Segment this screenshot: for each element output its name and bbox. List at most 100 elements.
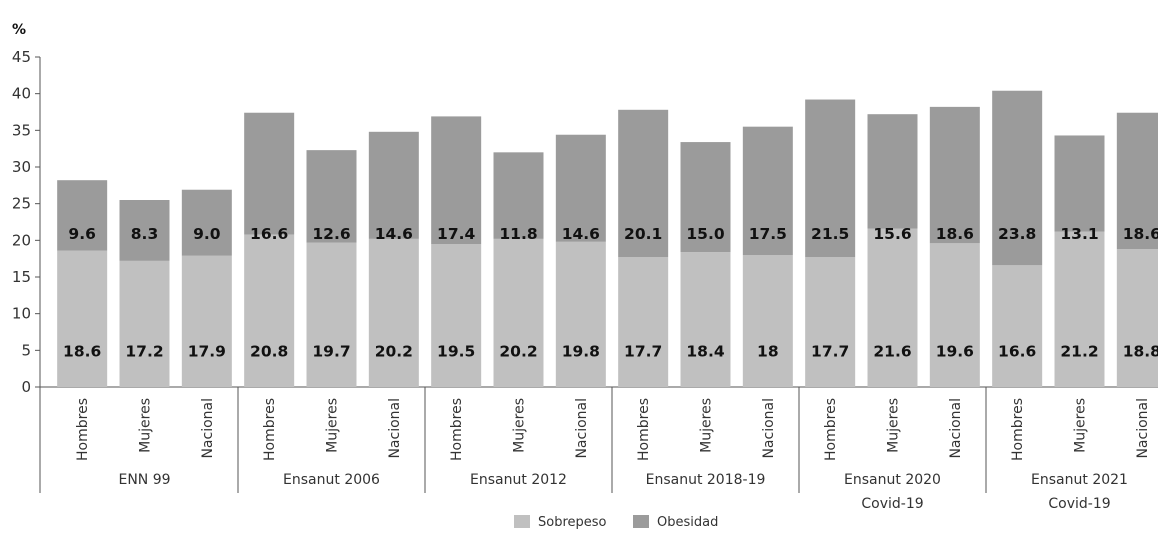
bar-sobrepeso [1054,231,1105,387]
data-label-obesidad: 17.5 [749,225,787,243]
bar-obesidad [618,109,669,258]
data-label-sobrepeso: 19.7 [312,342,350,360]
category-label: Nacional [574,398,590,459]
data-label-sobrepeso: 21.2 [1060,342,1098,360]
category-label: Mujeres [325,398,341,453]
bar-obesidad [992,90,1043,266]
bar-sobrepeso [306,242,357,387]
bar-obesidad [742,126,793,256]
bar-sobrepeso [992,265,1043,387]
bar-obesidad [244,112,295,235]
y-tick-label: 0 [21,378,31,396]
bar-sobrepeso [368,238,419,387]
bar-obesidad [929,106,980,244]
data-label-sobrepeso: 17.2 [125,342,163,360]
category-label: Hombres [262,398,278,461]
group-label: Covid-19 [1048,496,1110,512]
category-label: Hombres [449,398,465,461]
data-label-obesidad: 20.1 [624,225,662,243]
bar-obesidad [57,180,108,251]
data-label-sobrepeso: 19.5 [437,342,475,360]
bar-obesidad [306,150,357,243]
category-label: Mujeres [512,398,528,453]
data-label-sobrepeso: 18.8 [1123,342,1158,360]
bar-obesidad [867,114,918,229]
bar-sobrepeso [119,260,170,387]
data-label-obesidad: 8.3 [131,225,158,243]
y-tick-label: 20 [12,231,31,249]
data-label-obesidad: 21.5 [811,225,849,243]
data-label-obesidad: 11.8 [499,225,537,243]
category-label: Hombres [1010,398,1026,461]
category-label: Mujeres [699,398,715,453]
category-label: Mujeres [886,398,902,453]
bar-sobrepeso [555,241,606,387]
category-label: Mujeres [138,398,154,453]
bar-sobrepeso [431,244,482,387]
data-label-sobrepeso: 17.7 [624,342,662,360]
bar-obesidad [368,131,419,239]
bar-obesidad [555,134,606,242]
category-label: Nacional [1135,398,1151,459]
legend-label-sobrepeso: Sobrepeso [538,515,607,530]
y-axis-unit: % [12,22,26,38]
y-tick-label: 40 [12,85,31,103]
category-label: Nacional [387,398,403,459]
bar-sobrepeso [867,228,918,387]
bar-sobrepeso [57,250,108,387]
bar-sobrepeso [929,243,980,387]
data-label-obesidad: 12.6 [312,225,350,243]
bar-obesidad [493,152,544,239]
group-label: Covid-19 [861,496,923,512]
data-label-sobrepeso: 20.8 [250,342,288,360]
bar-sobrepeso [1116,249,1158,387]
bar-obesidad [181,189,232,256]
bar-sobrepeso [680,252,731,387]
bar-obesidad [119,200,170,261]
data-label-obesidad: 18.6 [936,225,974,243]
data-label-sobrepeso: 19.6 [936,342,974,360]
y-tick-label: 5 [21,341,31,359]
bar-obesidad [431,116,482,244]
group-label: Ensanut 2012 [470,472,567,488]
data-label-obesidad: 18.6 [1123,225,1158,243]
data-label-sobrepeso: 16.6 [998,342,1036,360]
data-label-obesidad: 23.8 [998,225,1036,243]
bar-obesidad [680,142,731,253]
group-label: ENN 99 [118,472,170,488]
data-label-sobrepeso: 21.6 [873,342,911,360]
bar-sobrepeso [618,257,669,387]
data-label-sobrepeso: 17.9 [188,342,226,360]
category-label: Nacional [200,398,216,459]
y-tick-label: 25 [12,195,31,213]
data-label-obesidad: 13.1 [1060,225,1098,243]
data-label-sobrepeso: 18.4 [686,342,724,360]
data-label-obesidad: 15.6 [873,225,911,243]
category-label: Hombres [823,398,839,461]
bar-obesidad [805,99,856,258]
bar-sobrepeso [742,255,793,387]
bar-obesidad [1054,135,1105,232]
bar-obesidad [1116,112,1158,250]
category-label: Mujeres [1073,398,1089,453]
data-label-sobrepeso: 18 [757,342,779,360]
data-label-obesidad: 14.6 [375,225,413,243]
data-label-obesidad: 9.6 [68,225,95,243]
category-label: Nacional [761,398,777,459]
group-label: Ensanut 2018-19 [646,472,766,488]
data-label-obesidad: 15.0 [686,225,724,243]
legend-label-obesidad: Obesidad [657,515,718,530]
data-label-obesidad: 9.0 [193,225,221,243]
group-label: Ensanut 2006 [283,472,380,488]
data-label-obesidad: 14.6 [562,225,600,243]
y-tick-label: 15 [12,268,31,286]
legend-swatch-sobrepeso [514,515,530,528]
category-label: Hombres [75,398,91,461]
bar-sobrepeso [181,255,232,387]
data-label-obesidad: 16.6 [250,225,288,243]
category-label: Hombres [636,398,652,461]
y-tick-label: 30 [12,158,31,176]
bar-sobrepeso [805,257,856,387]
data-label-sobrepeso: 19.8 [562,342,600,360]
